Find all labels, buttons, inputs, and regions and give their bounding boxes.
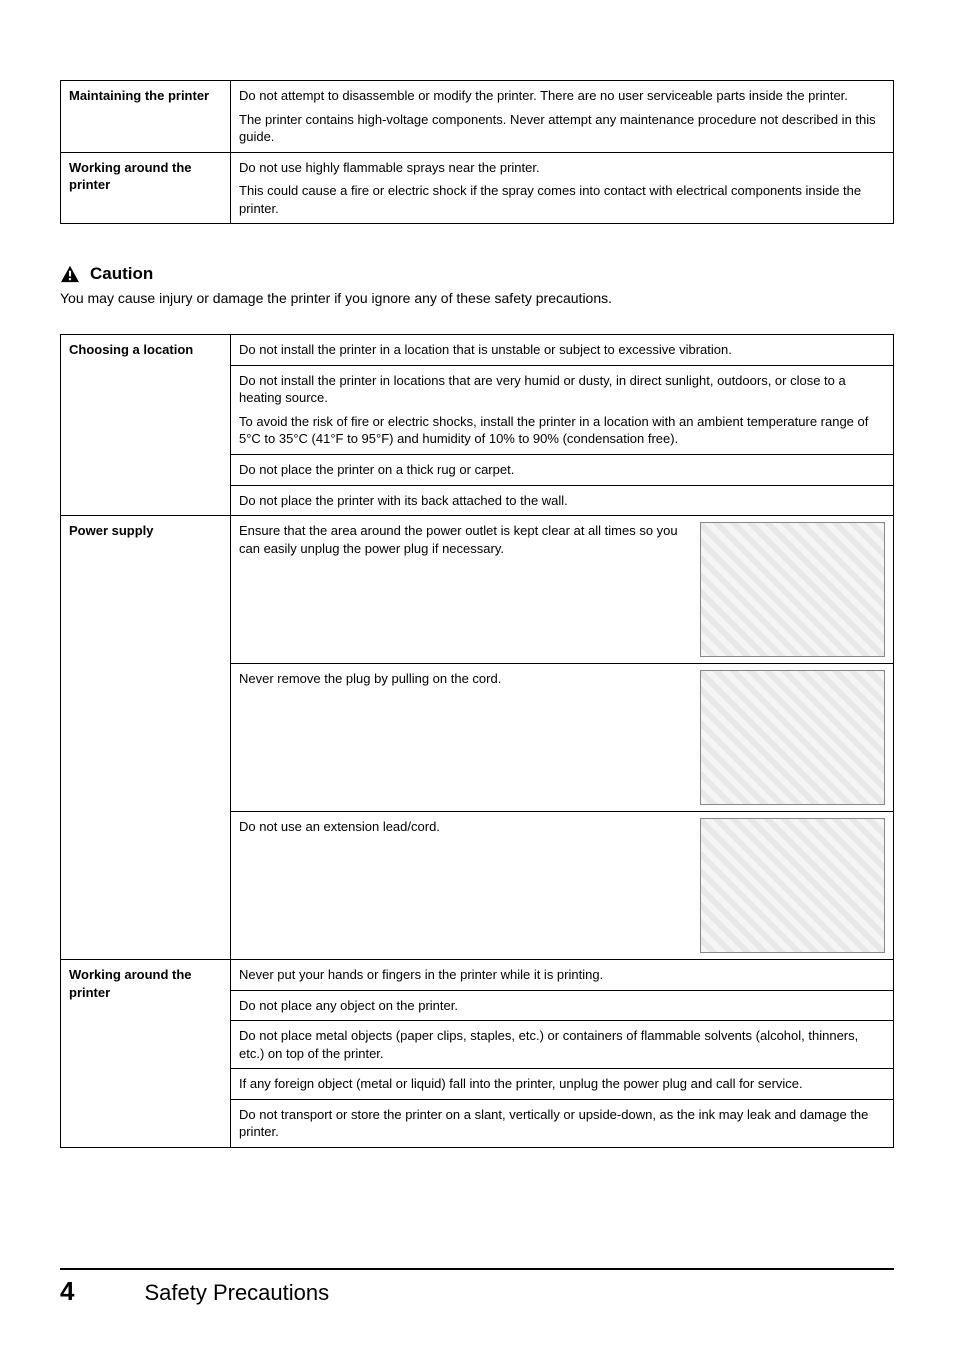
caution-header: Caution [60, 264, 894, 284]
t2-r2-c4: Do not transport or store the printer on… [231, 1099, 894, 1147]
t2-r2-c0-p0: Never put your hands or fingers in the p… [239, 966, 885, 984]
caution-title: Caution [90, 264, 153, 284]
t2-r2-label: Working around the printer [61, 960, 231, 1148]
t1-r0-content: Do not attempt to disassemble or modify … [231, 81, 894, 153]
footer-title: Safety Precautions [144, 1280, 329, 1306]
t2-r2-c3-p0: If any foreign object (metal or liquid) … [239, 1075, 885, 1093]
t2-r0-c1: Do not install the printer in locations … [231, 365, 894, 454]
t2-r0-c3-p0: Do not place the printer with its back a… [239, 492, 885, 510]
t1-r0-p0: Do not attempt to disassemble or modify … [239, 87, 885, 105]
warning-triangle-icon [60, 265, 80, 283]
t1-r1-label: Working around the printer [61, 152, 231, 224]
t2-r1-c1: Never remove the plug by pulling on the … [231, 664, 894, 812]
t1-r1-content: Do not use highly flammable sprays near … [231, 152, 894, 224]
caution-table: Choosing a location Do not install the p… [60, 334, 894, 1148]
page-footer: 4 Safety Precautions [60, 1268, 894, 1307]
t2-r0-c1-p1: To avoid the risk of fire or electric sh… [239, 413, 885, 448]
t2-r1-c0: Ensure that the area around the power ou… [231, 516, 894, 664]
illustration-power-outlet [700, 522, 885, 657]
t2-r0-label: Choosing a location [61, 335, 231, 516]
t2-r1-label: Power supply [61, 516, 231, 960]
page-number: 4 [60, 1276, 74, 1307]
illustration-extension-cord [700, 818, 885, 953]
t2-r2-c2: Do not place metal objects (paper clips,… [231, 1021, 894, 1069]
t2-r0-c2-p0: Do not place the printer on a thick rug … [239, 461, 885, 479]
t2-r0-c3: Do not place the printer with its back a… [231, 485, 894, 516]
t2-r2-c2-p0: Do not place metal objects (paper clips,… [239, 1027, 885, 1062]
illustration-pull-cord [700, 670, 885, 805]
t1-r0-label: Maintaining the printer [61, 81, 231, 153]
t2-r2-c1: Do not place any object on the printer. [231, 990, 894, 1021]
t2-r2-c3: If any foreign object (metal or liquid) … [231, 1069, 894, 1100]
t2-r0-c0: Do not install the printer in a location… [231, 335, 894, 366]
t2-r0-c1-p0: Do not install the printer in locations … [239, 372, 885, 407]
t1-r0-p1: The printer contains high-voltage compon… [239, 111, 885, 146]
t2-r0-c0-p0: Do not install the printer in a location… [239, 341, 885, 359]
t2-r2-c1-p0: Do not place any object on the printer. [239, 997, 885, 1015]
warning-table-1: Maintaining the printer Do not attempt t… [60, 80, 894, 224]
t2-r1-c2: Do not use an extension lead/cord. [231, 812, 894, 960]
t2-r2-c4-p0: Do not transport or store the printer on… [239, 1106, 885, 1141]
t2-r0-c2: Do not place the printer on a thick rug … [231, 455, 894, 486]
caution-desc: You may cause injury or damage the print… [60, 290, 894, 306]
t2-r2-c0: Never put your hands or fingers in the p… [231, 960, 894, 991]
t1-r1-p1: This could cause a fire or electric shoc… [239, 182, 885, 217]
t1-r1-p0: Do not use highly flammable sprays near … [239, 159, 885, 177]
